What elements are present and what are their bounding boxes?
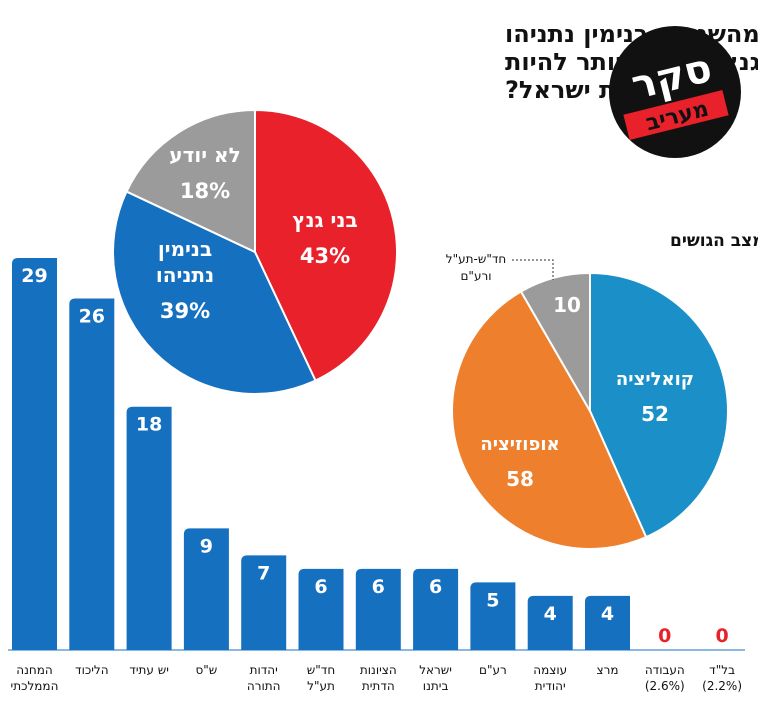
party-label: הציונות xyxy=(360,663,397,677)
party-label: חד"ש xyxy=(307,663,335,677)
party-label: העבודה xyxy=(645,663,685,677)
seats-bar-chart: 29 המחנה הממלכתי 26 הליכוד 18 יש עתיד 9 ש"ס 7 יהדו… xyxy=(8,258,745,693)
pie-slice-value: 43% xyxy=(300,244,350,268)
party-label: מרצ xyxy=(596,663,618,677)
party-label: ישראל xyxy=(419,663,452,677)
bar-value-label: 9 xyxy=(200,535,213,557)
pie-slice-label: קואליציה xyxy=(616,369,694,390)
bar-value-label: 0 xyxy=(658,625,671,647)
annotation-leader xyxy=(512,259,554,280)
bar xyxy=(183,528,229,650)
bar-value-label: 29 xyxy=(21,265,47,287)
bar-value-label: 4 xyxy=(544,603,557,625)
party-label: ש"ס xyxy=(195,663,217,677)
pie-slice-value: 58 xyxy=(506,467,534,491)
party-label: רע"ם xyxy=(479,663,507,677)
bar xyxy=(527,595,573,650)
bar xyxy=(585,595,630,650)
pie-slice-label: בנימין xyxy=(158,237,212,261)
bar xyxy=(69,298,115,650)
pie-slice xyxy=(112,190,317,395)
party-label: ביתנו xyxy=(423,679,449,693)
pie-slice-value: 39% xyxy=(160,299,210,323)
bar xyxy=(12,258,57,650)
party-label: יש עתיד xyxy=(129,663,169,677)
pie-slice xyxy=(254,108,398,382)
logo-red-band xyxy=(623,90,729,140)
pie-slice-value: 52 xyxy=(641,402,669,426)
bar-value-label: 6 xyxy=(314,576,327,598)
party-label: הממלכתי xyxy=(11,679,59,693)
party-label: תע"ל xyxy=(307,679,335,693)
bar xyxy=(355,568,401,650)
blocs-annotation: חד"ש-תע"ל xyxy=(446,252,506,266)
pie-slice-label: בני גנץ xyxy=(292,208,357,232)
bar-value-label: 0 xyxy=(715,625,728,647)
party-label: (2.6%) xyxy=(645,679,685,693)
party-label: עוצמה xyxy=(533,663,567,677)
pie-slice-label: נתניהו xyxy=(156,263,214,287)
pie-slice-value: 10 xyxy=(553,293,581,317)
pie-slice xyxy=(125,108,256,254)
pie-slice-label: אופוזיציה xyxy=(480,434,559,455)
pie-slice-value: 18% xyxy=(180,179,230,203)
pie-slice xyxy=(519,271,591,415)
blocs-pie: מצב הגושים קואליציה 52 אופוזיציה 58 10 חד"ש-תע… xyxy=(446,231,758,550)
blocs-title: מצב הגושים xyxy=(670,231,758,251)
party-label: בל"ד xyxy=(709,663,735,677)
party-label: התורה xyxy=(247,679,281,693)
bar xyxy=(241,555,287,650)
party-label: יהודית xyxy=(535,679,566,693)
bar xyxy=(470,582,516,650)
blocs-annotation: ורע"ם xyxy=(460,269,491,283)
bar xyxy=(126,406,172,650)
party-label: יהדות xyxy=(250,663,278,677)
bar-value-label: 6 xyxy=(429,576,442,598)
bar-value-label: 5 xyxy=(486,589,499,611)
bar-value-label: 7 xyxy=(257,562,270,584)
bar xyxy=(298,568,344,650)
bar-value-label: 18 xyxy=(136,414,162,436)
party-label: הליכוד xyxy=(75,663,109,677)
party-label: הדתית xyxy=(362,679,395,693)
pie-slice xyxy=(589,271,729,539)
bar-value-label: 4 xyxy=(601,603,614,625)
pie-slice-label: לא יודע xyxy=(169,143,240,167)
bar-value-label: 26 xyxy=(79,306,105,328)
party-label: (2.2%) xyxy=(702,679,742,693)
pie-slice xyxy=(451,290,648,550)
bar xyxy=(413,568,459,650)
party-label: המחנה xyxy=(16,663,52,677)
bar-value-label: 6 xyxy=(372,576,385,598)
